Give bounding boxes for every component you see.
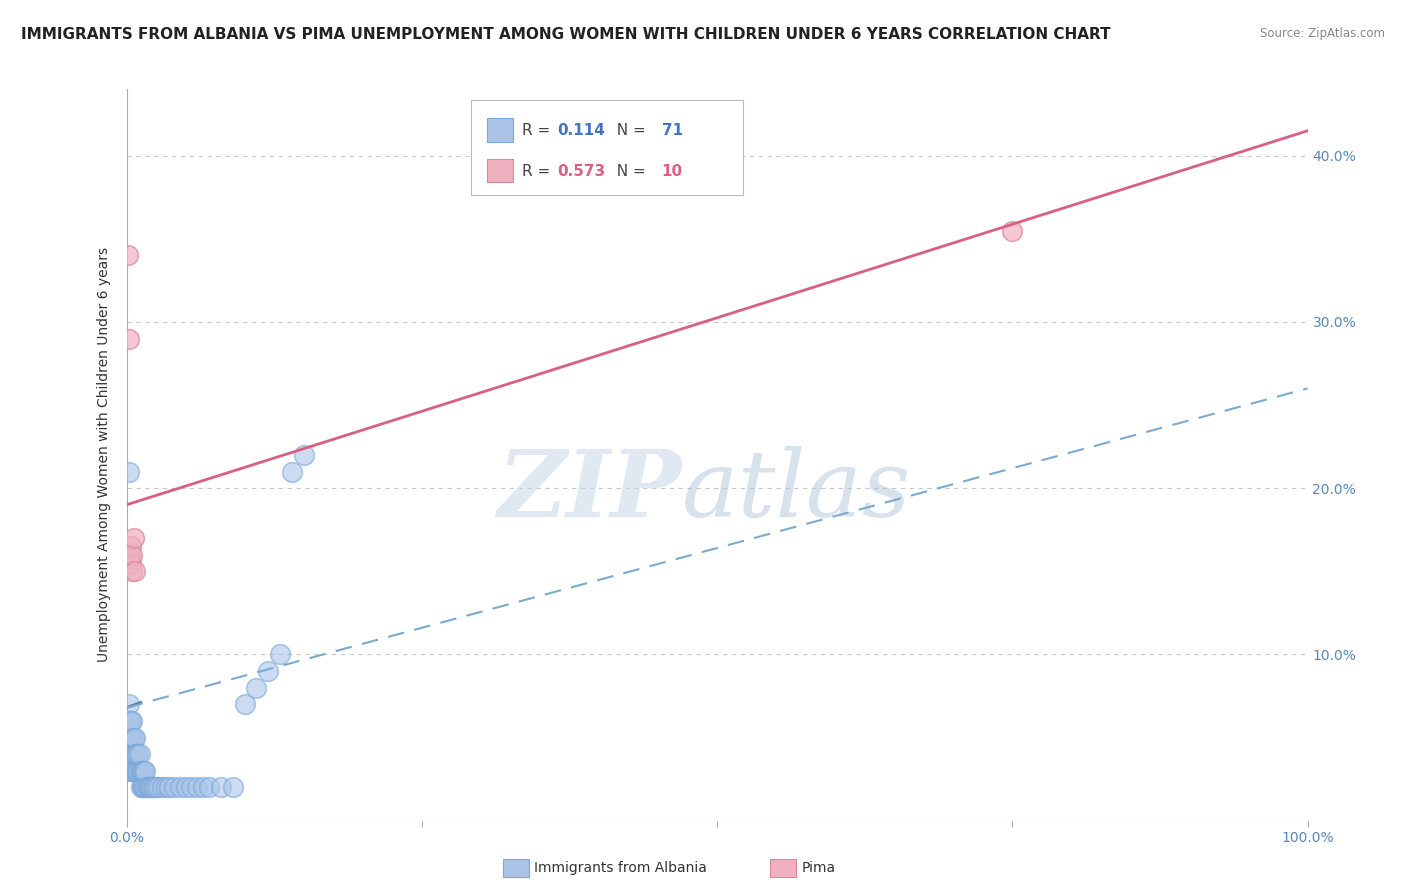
Point <box>134 780 156 795</box>
Point <box>129 780 152 795</box>
Point <box>124 731 146 745</box>
Point <box>121 747 143 761</box>
Point <box>128 747 150 761</box>
FancyBboxPatch shape <box>471 100 742 195</box>
Point <box>127 764 149 778</box>
Point <box>118 747 141 761</box>
Point <box>222 780 245 795</box>
Point <box>120 731 142 745</box>
Point <box>118 731 141 745</box>
Point <box>134 764 156 778</box>
Point <box>121 731 143 745</box>
FancyBboxPatch shape <box>486 119 513 142</box>
Point <box>148 780 170 795</box>
Point <box>134 780 156 795</box>
Point <box>169 780 191 795</box>
Point <box>233 698 256 712</box>
Text: 10: 10 <box>662 163 683 178</box>
Point <box>120 714 142 728</box>
Point <box>125 764 148 778</box>
Point <box>129 764 152 778</box>
Text: N =: N = <box>607 123 651 138</box>
Point <box>132 780 155 795</box>
Text: Source: ZipAtlas.com: Source: ZipAtlas.com <box>1260 27 1385 40</box>
Point <box>120 747 142 761</box>
Text: R =: R = <box>522 163 555 178</box>
Point <box>128 764 150 778</box>
Point <box>122 731 145 745</box>
Point <box>118 698 141 712</box>
Point <box>127 764 149 778</box>
Point <box>198 780 221 795</box>
Point <box>257 664 280 678</box>
Point <box>124 764 146 778</box>
Point <box>139 780 162 795</box>
Point <box>142 780 165 795</box>
Point <box>124 747 146 761</box>
Point <box>155 780 177 795</box>
Point <box>138 780 160 795</box>
Point <box>120 556 142 570</box>
Point <box>1001 223 1024 237</box>
Point <box>125 747 148 761</box>
Point <box>141 780 163 795</box>
Point <box>121 764 143 778</box>
Point <box>120 731 142 745</box>
Point <box>281 465 304 479</box>
Point <box>117 731 139 745</box>
Point <box>174 780 197 795</box>
Y-axis label: Unemployment Among Women with Children Under 6 years: Unemployment Among Women with Children U… <box>97 247 111 663</box>
FancyBboxPatch shape <box>486 159 513 182</box>
Text: atlas: atlas <box>682 447 911 536</box>
Point <box>132 764 155 778</box>
Point <box>121 548 143 562</box>
Text: ZIP: ZIP <box>498 447 682 536</box>
Text: 0.114: 0.114 <box>558 123 606 138</box>
Text: N =: N = <box>607 163 651 178</box>
Point <box>127 747 149 761</box>
Point <box>117 747 139 761</box>
Point <box>117 248 139 262</box>
Text: 0.573: 0.573 <box>558 163 606 178</box>
Point <box>122 764 145 778</box>
Point <box>180 780 202 795</box>
Point <box>120 539 142 553</box>
Point <box>120 747 142 761</box>
Text: 71: 71 <box>662 123 683 138</box>
Point <box>131 780 153 795</box>
Text: Immigrants from Albania: Immigrants from Albania <box>534 861 707 875</box>
Point <box>131 764 153 778</box>
Point <box>120 764 142 778</box>
Point <box>269 648 291 662</box>
Point <box>186 780 208 795</box>
Point <box>120 714 142 728</box>
Point <box>141 780 163 795</box>
Point <box>127 747 149 761</box>
Point <box>122 531 145 545</box>
Text: IMMIGRANTS FROM ALBANIA VS PIMA UNEMPLOYMENT AMONG WOMEN WITH CHILDREN UNDER 6 Y: IMMIGRANTS FROM ALBANIA VS PIMA UNEMPLOY… <box>21 27 1111 42</box>
Point <box>134 764 156 778</box>
Point <box>136 780 159 795</box>
Text: R =: R = <box>522 123 555 138</box>
Point <box>117 714 139 728</box>
Point <box>245 681 267 695</box>
Point <box>292 448 315 462</box>
Point <box>157 780 180 795</box>
Point <box>118 465 141 479</box>
Text: Pima: Pima <box>801 861 835 875</box>
Point <box>121 714 143 728</box>
Point <box>124 564 146 578</box>
Point <box>118 332 141 346</box>
Point <box>145 780 167 795</box>
Point <box>122 747 145 761</box>
Point <box>120 548 142 562</box>
Point <box>163 780 186 795</box>
Point <box>193 780 215 795</box>
Point <box>135 780 157 795</box>
Point <box>121 564 143 578</box>
Point <box>118 714 141 728</box>
Point <box>150 780 173 795</box>
Point <box>120 764 142 778</box>
Point <box>209 780 232 795</box>
